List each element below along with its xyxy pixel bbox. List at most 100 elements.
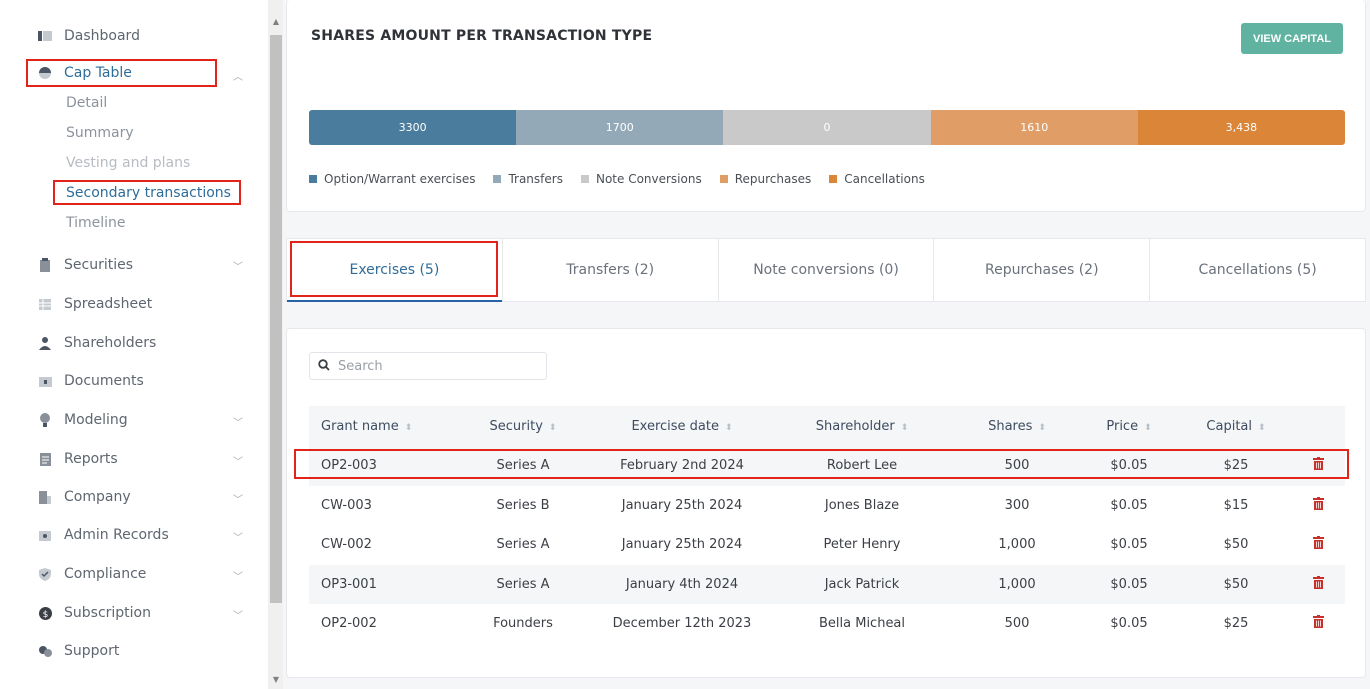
highlight-cap-table <box>26 59 217 87</box>
dashboard-icon <box>38 29 52 43</box>
table-row[interactable]: CW-002 Series A January 25th 2024 Peter … <box>309 525 1345 565</box>
sort-icon: ⬍ <box>900 422 909 433</box>
scroll-up-arrow-icon[interactable]: ▲ <box>272 16 280 26</box>
tab-repurchases[interactable]: Repurchases (2) <box>934 239 1151 301</box>
column-header-label: Shareholder <box>815 418 895 434</box>
cell-security: Series A <box>449 564 597 604</box>
column-header-grant-name[interactable]: Grant name ⬍ <box>309 406 449 446</box>
tab-exercises[interactable]: Exercises (5) <box>287 239 503 302</box>
chevron-down-icon[interactable]: ﹀ <box>233 261 243 273</box>
sidebar-subitem-secondary-transactions[interactable]: Secondary transactions <box>66 185 231 201</box>
cell-exercise-date: January 25th 2024 <box>621 497 743 513</box>
legend-label: Repurchases <box>734 172 812 186</box>
view-capital-button[interactable]: VIEW CAPITAL <box>1240 23 1343 54</box>
chevron-down-icon[interactable]: ﹀ <box>233 532 243 544</box>
chevron-down-icon[interactable]: ﹀ <box>233 456 243 468</box>
column-header-shareholder[interactable]: Shareholder ⬍ <box>767 406 957 446</box>
trash-icon[interactable] <box>1312 615 1324 632</box>
sidebar-item-shareholders[interactable]: Shareholders <box>38 331 156 355</box>
sidebar-item-securities[interactable]: Securities <box>38 253 133 277</box>
sort-icon: ⬍ <box>1038 422 1046 433</box>
search-input[interactable]: Search <box>309 352 547 380</box>
sidebar-subitem-detail[interactable]: Detail <box>66 95 108 111</box>
table-row[interactable]: CW-003 Series B January 25th 2024 Jones … <box>309 486 1345 526</box>
column-header-capital[interactable]: Capital ⬍ <box>1181 406 1291 446</box>
tab-note-conversions[interactable]: Note conversions (0) <box>719 239 935 301</box>
sidebar-item-cap-table[interactable]: Cap Table <box>38 61 132 85</box>
shield-icon <box>38 567 52 581</box>
cell-price: $0.05 <box>1110 616 1148 632</box>
building-icon <box>38 490 52 504</box>
legend-label: Transfers <box>508 172 563 186</box>
chevron-down-icon[interactable]: ﹀ <box>233 571 243 583</box>
cell-security: Founders <box>493 616 553 632</box>
cell-price: $0.05 <box>1110 537 1148 553</box>
sort-icon: ⬍ <box>1144 422 1152 433</box>
trash-icon[interactable] <box>1312 536 1324 553</box>
trash-icon[interactable] <box>1312 496 1324 514</box>
cell-shares: 500 <box>1004 616 1030 632</box>
cell-exercise-date: January 25th 2024 <box>621 537 743 553</box>
legend-swatch <box>719 175 728 183</box>
legend-item: Cancellations <box>829 172 925 186</box>
column-header-actions <box>1291 406 1345 446</box>
sidebar-item-spreadsheet[interactable]: Spreadsheet <box>38 292 152 316</box>
legend-swatch <box>493 175 502 183</box>
scroll-down-arrow-icon[interactable]: ▼ <box>272 674 280 684</box>
column-header-label: Shares <box>988 418 1033 434</box>
bar-segment-note-conversions: 0 <box>723 110 931 145</box>
cell-grant-name: CW-002 <box>321 537 372 553</box>
sidebar-item-admin-records[interactable]: Admin Records <box>38 523 169 547</box>
cell-shareholder: Bella Micheal <box>818 616 906 632</box>
bar-segment-transfers: 1700 <box>516 110 724 145</box>
column-header-exercise-date[interactable]: Exercise date ⬍ <box>597 406 767 446</box>
sidebar-item-compliance[interactable]: Compliance <box>38 562 146 586</box>
chevron-up-icon[interactable]: ︿ <box>233 71 243 83</box>
search-icon <box>318 358 330 374</box>
chevron-down-icon[interactable]: ﹀ <box>233 417 243 429</box>
sidebar-item-label: Modeling <box>64 412 128 428</box>
sidebar-item-modeling[interactable]: Modeling <box>38 408 128 432</box>
sidebar-item-reports[interactable]: Reports <box>38 447 118 471</box>
table-row[interactable]: OP2-002 Founders December 12th 2023 Bell… <box>309 604 1345 644</box>
legend-swatch <box>580 175 589 183</box>
bar-segment-repurchases: 1610 <box>930 110 1138 145</box>
column-header-shares[interactable]: Shares ⬍ <box>957 406 1077 446</box>
tab-transfers[interactable]: Transfers (2) <box>503 239 719 301</box>
column-header-security[interactable]: Security ⬍ <box>449 406 597 446</box>
report-icon <box>38 452 52 466</box>
sidebar-subitem-timeline[interactable]: Timeline <box>66 215 126 231</box>
folder-icon <box>38 374 52 388</box>
sidebar-item-company[interactable]: Company <box>38 485 131 509</box>
legend-item: Note Conversions <box>580 172 702 186</box>
chevron-down-icon[interactable]: ﹀ <box>233 610 243 622</box>
column-header-label: Exercise date <box>631 418 719 434</box>
tab-cancellations[interactable]: Cancellations (5) <box>1198 262 1317 278</box>
cell-price: $0.05 <box>1077 564 1181 604</box>
sidebar-item-label: Securities <box>64 257 134 273</box>
scrollbar-thumb[interactable] <box>270 35 282 603</box>
cell-grant-name: OP3-001 <box>309 564 449 604</box>
exercises-table: Grant name ⬍ Security ⬍ Exercise date ⬍ Sha… <box>309 406 1345 644</box>
sidebar-item-dashboard[interactable]: Dashboard <box>38 24 140 48</box>
support-icon <box>38 644 52 658</box>
column-header-price[interactable]: Price ⬍ <box>1077 406 1181 446</box>
sidebar-item-label: Spreadsheet <box>64 296 153 312</box>
trash-icon[interactable] <box>1312 457 1324 474</box>
sidebar-item-label: Documents <box>64 373 144 389</box>
sort-icon: ⬍ <box>725 422 733 433</box>
table-row[interactable]: OP3-001 Series A January 4th 2024 Jack P… <box>309 564 1345 604</box>
trash-icon[interactable] <box>1312 575 1324 593</box>
sidebar-subitem-summary[interactable]: Summary <box>66 125 134 141</box>
legend-item: Option/Warrant exercises <box>309 172 475 186</box>
sort-icon: ⬍ <box>548 422 557 433</box>
dollar-icon: $ <box>38 606 52 620</box>
clipboard-icon <box>38 258 52 272</box>
sidebar-item-documents[interactable]: Documents <box>38 369 144 393</box>
legend-swatch <box>829 175 838 183</box>
sidebar-item-subscription[interactable]: $ Subscription <box>38 601 151 625</box>
sidebar-subitem-vesting[interactable]: Vesting and plans <box>66 155 191 171</box>
sidebar-item-support[interactable]: Support <box>38 639 119 663</box>
chevron-down-icon[interactable]: ﹀ <box>233 494 243 506</box>
